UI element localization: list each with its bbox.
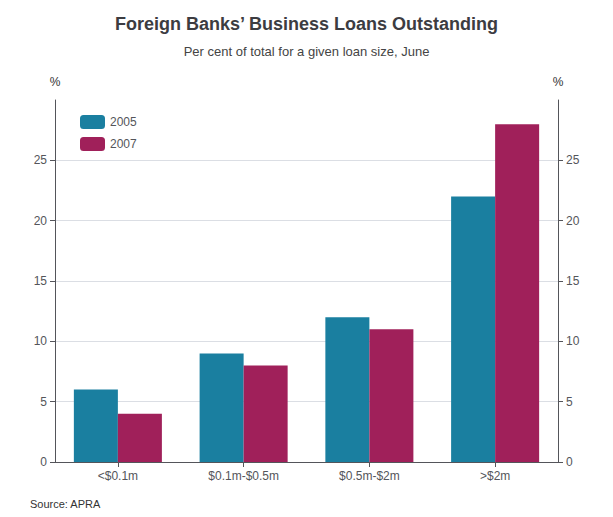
svg-text:%: % [50, 75, 61, 89]
svg-text:>$2m: >$2m [480, 469, 510, 483]
svg-text:2005: 2005 [110, 115, 137, 129]
svg-text:25: 25 [34, 153, 48, 167]
svg-text:%: % [553, 75, 564, 89]
svg-text:5: 5 [40, 395, 47, 409]
svg-text:<$0.1m: <$0.1m [98, 469, 138, 483]
svg-text:2007: 2007 [110, 137, 137, 151]
svg-text:10: 10 [34, 334, 48, 348]
svg-text:15: 15 [34, 274, 48, 288]
svg-text:$0.5m-$2m: $0.5m-$2m [339, 469, 400, 483]
svg-text:25: 25 [566, 153, 580, 167]
svg-text:20: 20 [34, 214, 48, 228]
svg-text:0: 0 [40, 455, 47, 469]
svg-text:0: 0 [566, 455, 573, 469]
svg-text:Per cent of total for a given: Per cent of total for a given loan size,… [184, 44, 430, 59]
svg-text:10: 10 [566, 334, 580, 348]
svg-text:5: 5 [566, 395, 573, 409]
svg-text:15: 15 [566, 274, 580, 288]
svg-text:Source: APRA: Source: APRA [30, 498, 101, 510]
svg-text:20: 20 [566, 214, 580, 228]
svg-text:$0.1m-$0.5m: $0.1m-$0.5m [208, 469, 279, 483]
svg-text:Foreign Banks’ Business Loans: Foreign Banks’ Business Loans Outstandin… [115, 14, 498, 34]
